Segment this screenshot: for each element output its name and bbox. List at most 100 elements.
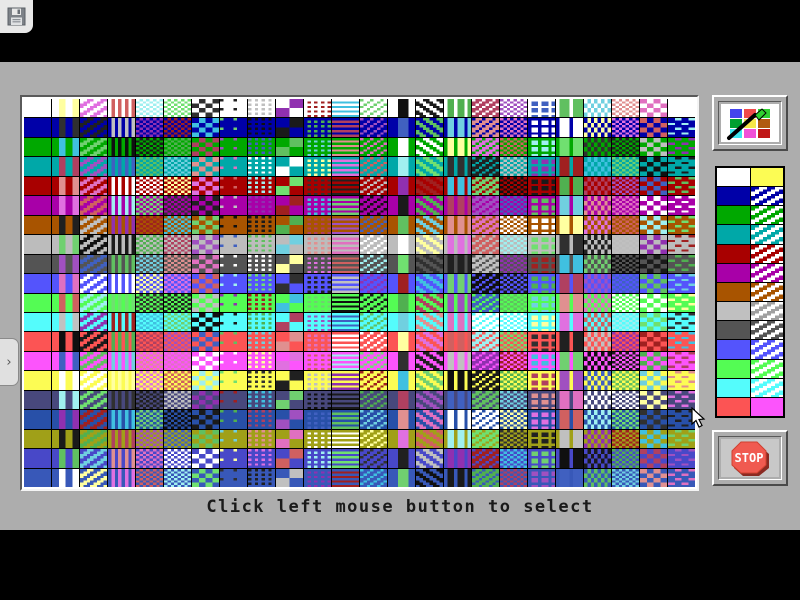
pattern-swatch[interactable]	[388, 118, 415, 137]
pattern-swatch[interactable]	[416, 99, 443, 118]
pattern-swatch[interactable]	[444, 118, 471, 137]
pattern-swatch[interactable]	[136, 99, 163, 118]
pattern-swatch[interactable]	[136, 254, 163, 274]
pattern-swatch[interactable]	[472, 312, 499, 332]
pattern-swatch[interactable]	[500, 351, 527, 371]
pattern-swatch[interactable]	[668, 390, 695, 410]
pattern-swatch[interactable]	[444, 449, 471, 468]
pattern-swatch[interactable]	[472, 390, 499, 410]
pattern-swatch[interactable]	[360, 137, 387, 157]
pattern-swatch[interactable]	[472, 235, 499, 254]
pattern-swatch[interactable]	[472, 468, 499, 487]
pattern-swatch[interactable]	[556, 293, 583, 312]
pattern-swatch[interactable]	[472, 449, 499, 468]
pattern-swatch[interactable]	[500, 137, 527, 157]
pattern-swatch[interactable]	[164, 254, 191, 274]
pattern-swatch[interactable]	[276, 371, 303, 390]
pattern-swatch[interactable]	[276, 99, 303, 118]
palette-dither-cyan[interactable]	[750, 225, 783, 244]
pattern-swatch[interactable]	[360, 274, 387, 293]
pattern-swatch[interactable]	[500, 215, 527, 235]
pattern-swatch[interactable]	[192, 293, 219, 312]
pattern-swatch[interactable]	[276, 254, 303, 274]
pattern-swatch[interactable]	[304, 176, 331, 196]
pattern-swatch[interactable]	[332, 176, 359, 196]
pattern-swatch[interactable]	[528, 196, 555, 215]
palette-solid-brown[interactable]	[717, 282, 750, 302]
pattern-swatch[interactable]	[276, 118, 303, 137]
pattern-swatch[interactable]	[528, 390, 555, 410]
pattern-swatch[interactable]	[24, 390, 51, 410]
pattern-swatch[interactable]	[556, 312, 583, 332]
pattern-swatch[interactable]	[108, 449, 135, 468]
pattern-swatch[interactable]	[136, 390, 163, 410]
pattern-swatch[interactable]	[612, 390, 639, 410]
pattern-swatch[interactable]	[220, 371, 247, 390]
pattern-swatch[interactable]	[556, 371, 583, 390]
pattern-swatch[interactable]	[444, 235, 471, 254]
pattern-swatch[interactable]	[500, 332, 527, 351]
pattern-swatch[interactable]	[136, 274, 163, 293]
pattern-swatch[interactable]	[304, 215, 331, 235]
pattern-swatch[interactable]	[444, 274, 471, 293]
pattern-swatch[interactable]	[164, 157, 191, 176]
pattern-swatch[interactable]	[52, 371, 79, 390]
pattern-swatch[interactable]	[360, 449, 387, 468]
pattern-swatch[interactable]	[584, 235, 611, 254]
pattern-swatch[interactable]	[164, 118, 191, 137]
pattern-swatch[interactable]	[332, 312, 359, 332]
pattern-swatch[interactable]	[668, 274, 695, 293]
pattern-swatch[interactable]	[528, 118, 555, 137]
pattern-swatch[interactable]	[612, 468, 639, 487]
pattern-swatch[interactable]	[80, 215, 107, 235]
pattern-swatch[interactable]	[276, 410, 303, 429]
pattern-swatch[interactable]	[668, 196, 695, 215]
pattern-swatch[interactable]	[248, 429, 275, 449]
pattern-swatch[interactable]	[556, 332, 583, 351]
pattern-swatch[interactable]	[332, 293, 359, 312]
pattern-swatch[interactable]	[444, 410, 471, 429]
pattern-swatch[interactable]	[24, 371, 51, 390]
pattern-swatch[interactable]	[640, 137, 667, 157]
pattern-swatch[interactable]	[52, 351, 79, 371]
pattern-swatch[interactable]	[528, 293, 555, 312]
pattern-swatch[interactable]	[52, 196, 79, 215]
pattern-swatch[interactable]	[24, 235, 51, 254]
pattern-swatch[interactable]	[668, 99, 695, 118]
pattern-swatch[interactable]	[500, 157, 527, 176]
pattern-swatch[interactable]	[164, 449, 191, 468]
pattern-grid[interactable]	[24, 99, 695, 487]
pattern-swatch[interactable]	[360, 254, 387, 274]
pattern-swatch[interactable]	[640, 196, 667, 215]
pattern-swatch[interactable]	[192, 157, 219, 176]
pattern-swatch[interactable]	[500, 312, 527, 332]
pattern-swatch[interactable]	[500, 429, 527, 449]
pattern-swatch[interactable]	[220, 235, 247, 254]
pattern-swatch[interactable]	[192, 449, 219, 468]
palette-solid-green[interactable]	[717, 206, 750, 225]
pattern-swatch[interactable]	[388, 312, 415, 332]
pattern-swatch[interactable]	[220, 468, 247, 487]
palette-solid-light-green[interactable]	[717, 359, 750, 378]
pattern-swatch[interactable]	[360, 371, 387, 390]
palette-solid-light-red[interactable]	[717, 397, 750, 416]
pattern-swatch[interactable]	[612, 293, 639, 312]
pattern-swatch[interactable]	[528, 274, 555, 293]
pattern-swatch[interactable]	[388, 215, 415, 235]
color-palette-grid[interactable]	[717, 168, 783, 416]
pattern-swatch[interactable]	[24, 215, 51, 235]
pattern-swatch[interactable]	[584, 99, 611, 118]
pattern-swatch[interactable]	[80, 137, 107, 157]
pattern-swatch[interactable]	[472, 429, 499, 449]
pattern-swatch[interactable]	[80, 332, 107, 351]
pattern-swatch[interactable]	[24, 410, 51, 429]
pattern-swatch[interactable]	[108, 312, 135, 332]
pattern-swatch[interactable]	[416, 410, 443, 429]
pattern-swatch[interactable]	[612, 118, 639, 137]
pattern-swatch[interactable]	[220, 429, 247, 449]
pattern-swatch[interactable]	[640, 410, 667, 429]
pattern-swatch[interactable]	[584, 215, 611, 235]
pattern-swatch[interactable]	[304, 196, 331, 215]
pattern-swatch[interactable]	[668, 449, 695, 468]
pattern-swatch[interactable]	[668, 410, 695, 429]
